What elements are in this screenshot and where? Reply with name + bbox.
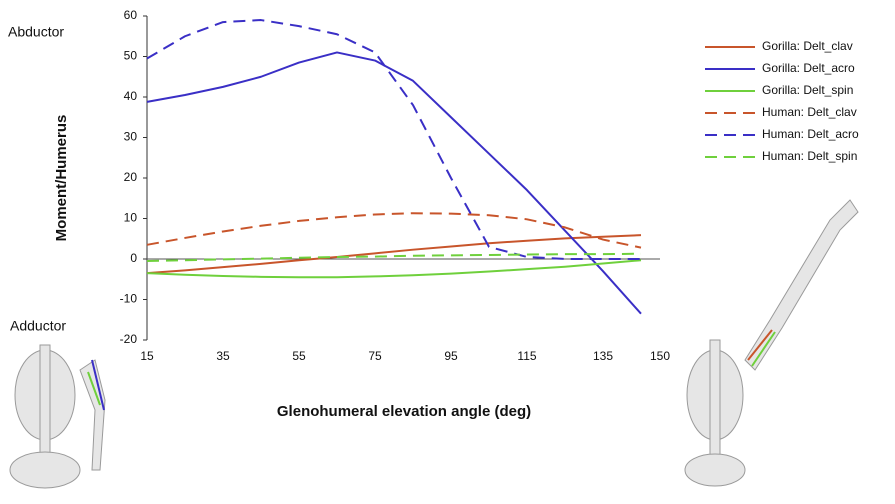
y-tick-label: 20 <box>124 170 138 184</box>
series-line <box>146 19 641 260</box>
legend-label: Gorilla: Delt_acro <box>762 61 855 75</box>
legend-label: Human: Delt_spin <box>762 149 857 163</box>
x-tick-label: 55 <box>292 349 306 363</box>
series-line <box>146 51 642 315</box>
annotation: Adductor <box>10 318 66 334</box>
y-tick-label: 30 <box>124 130 138 144</box>
x-tick-label: 95 <box>444 349 458 363</box>
legend-label: Gorilla: Delt_spin <box>762 83 853 97</box>
legend-label: Gorilla: Delt_clav <box>762 39 853 53</box>
x-tick-label: 35 <box>216 349 230 363</box>
x-tick-label: 75 <box>368 349 382 363</box>
human-skeleton <box>684 199 859 487</box>
series-line <box>146 259 642 279</box>
x-tick-label: 135 <box>593 349 613 363</box>
y-tick-label: 60 <box>124 8 138 22</box>
x-tick-label: 115 <box>517 349 536 363</box>
annotation: Abductor <box>8 24 64 40</box>
x-tick-label: 150 <box>650 349 670 363</box>
x-tick-label: 15 <box>140 349 154 363</box>
legend-label: Human: Delt_clav <box>762 105 857 119</box>
y-tick-label: 50 <box>124 49 138 63</box>
y-tick-label: -10 <box>120 292 138 306</box>
series-line <box>146 212 642 249</box>
y-tick-label: 10 <box>124 211 138 225</box>
y-tick-label: 40 <box>124 89 138 103</box>
gorilla-skeleton <box>9 344 106 489</box>
y-tick-label: 0 <box>130 251 137 265</box>
series-line <box>146 234 642 275</box>
y-tick-label: -20 <box>120 332 138 346</box>
series-line <box>146 252 642 263</box>
y-axis-title: Moment/Humerus <box>53 115 70 242</box>
x-axis-title: Glenohumeral elevation angle (deg) <box>277 403 531 420</box>
legend-label: Human: Delt_acro <box>762 127 859 141</box>
